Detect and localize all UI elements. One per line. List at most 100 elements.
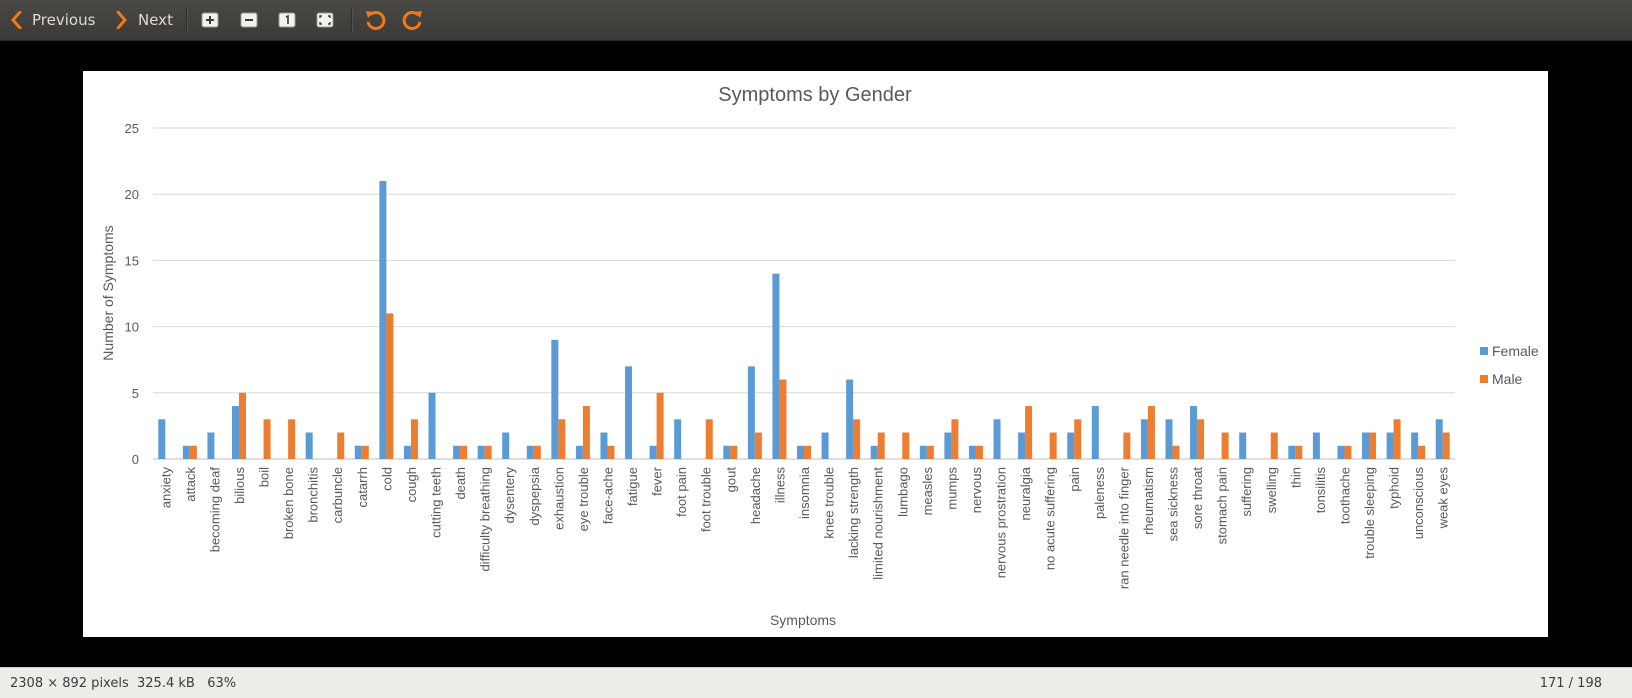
toolbar: Previous Next — [0, 0, 1632, 41]
x-tick-label: dysentery — [502, 467, 517, 524]
bar-female — [968, 445, 976, 459]
previous-button[interactable]: Previous — [10, 0, 95, 40]
x-tick-label: pain — [1067, 467, 1082, 492]
actual-size-button[interactable] — [278, 0, 296, 40]
x-tick-label: foot trouble — [699, 467, 714, 532]
bar-female — [403, 445, 411, 459]
bar-female — [305, 432, 313, 459]
zoom-out-icon — [240, 12, 258, 28]
x-tick-label: rheumatism — [1141, 467, 1156, 535]
x-tick-label: sea sickness — [1165, 467, 1180, 542]
bar-female — [993, 419, 1001, 459]
x-tick-label: bronchitis — [306, 467, 321, 523]
rotate-right-button[interactable] — [402, 0, 424, 40]
zoom-level: 63% — [207, 676, 237, 691]
bar-female — [747, 366, 755, 459]
bar-female — [674, 419, 682, 459]
bar-male — [1442, 432, 1450, 459]
x-tick-label: exhaustion — [551, 467, 566, 530]
bar-male — [779, 379, 787, 459]
x-tick-label: difficulty breathing — [478, 467, 493, 572]
x-tick-label: headache — [748, 467, 763, 524]
bar-female — [1386, 432, 1394, 459]
bar-female — [1190, 406, 1198, 459]
bar-male — [337, 432, 345, 459]
x-tick-label: fever — [650, 466, 665, 496]
bar-male — [484, 445, 492, 459]
status-info: 2308 × 892 pixels 325.4 kB 63% — [10, 676, 236, 691]
bar-female — [1288, 445, 1296, 459]
rotate-left-button[interactable] — [364, 0, 386, 40]
zoom-out-button[interactable] — [240, 0, 258, 40]
x-tick-label: broken bone — [281, 467, 296, 539]
next-button[interactable]: Next — [116, 0, 173, 40]
x-tick-label: carbuncle — [330, 467, 345, 523]
bar-female — [477, 445, 485, 459]
y-tick-label: 25 — [125, 121, 139, 136]
rotate-right-icon — [402, 9, 424, 31]
bar-female — [1239, 432, 1247, 459]
bar-male — [189, 445, 197, 459]
x-tick-label: mumps — [944, 467, 959, 510]
bar-male — [1344, 445, 1352, 459]
bar-male — [288, 419, 296, 459]
x-axis-label: Symptoms — [770, 612, 836, 628]
x-tick-label: boil — [257, 467, 272, 487]
x-tick-label: paleness — [1092, 467, 1107, 520]
x-tick-label: typhoid — [1387, 467, 1402, 509]
bar-female — [207, 432, 215, 459]
bar-chart: Symptoms by Gender 0 5 10 15 20 25 Number of Sy… — [100, 84, 1539, 628]
chevron-left-icon — [10, 11, 22, 29]
x-tick-label: face-ache — [600, 467, 615, 524]
bar-male — [238, 392, 246, 459]
bar-female — [600, 432, 608, 459]
bar-male — [1025, 406, 1033, 459]
x-tick-label: cold — [379, 467, 394, 491]
bar-male — [386, 313, 394, 459]
bar-male — [1123, 432, 1131, 459]
x-tick-label: anxiety — [158, 467, 173, 509]
bar-male — [263, 419, 271, 459]
bar-female — [1312, 432, 1320, 459]
x-tick-label: sore throat — [1190, 467, 1205, 530]
bar-female — [944, 432, 952, 459]
bar-male — [361, 445, 369, 459]
x-tick-label: death — [453, 467, 468, 500]
zoom-in-button[interactable] — [201, 0, 219, 40]
x-tick-label: lumbago — [895, 467, 910, 517]
x-tick-label: ran needle into finger — [1116, 466, 1131, 589]
x-tick-label: neuralgia — [1018, 466, 1033, 520]
bar-female — [1435, 419, 1443, 459]
best-fit-icon — [316, 12, 334, 28]
file-size: 325.4 kB — [137, 676, 195, 691]
x-tick-label: bilious — [232, 467, 247, 504]
bar-male — [1147, 406, 1155, 459]
x-tick-label: unconscious — [1411, 467, 1426, 540]
y-tick-label: 15 — [125, 253, 139, 268]
bar-male — [1270, 432, 1278, 459]
y-tick-label: 20 — [125, 187, 139, 202]
bar-male — [853, 419, 861, 459]
bar-female — [1067, 432, 1075, 459]
bar-male — [705, 419, 713, 459]
x-tick-label: measles — [920, 467, 935, 516]
bar-male — [533, 445, 541, 459]
x-tick-label: attack — [183, 467, 198, 502]
bar-female — [502, 432, 510, 459]
bar-female — [1018, 432, 1026, 459]
bar-male — [902, 432, 910, 459]
y-tick-label: 10 — [125, 320, 139, 335]
toolbar-separator — [351, 8, 353, 32]
bar-female — [1362, 432, 1370, 459]
bar-male — [460, 445, 468, 459]
bar-male — [1172, 445, 1180, 459]
bar-female — [1140, 419, 1148, 459]
x-tick-label: dyspepsia — [527, 466, 542, 525]
y-axis-label: Number of Symptoms — [100, 225, 116, 360]
best-fit-button[interactable] — [316, 0, 334, 40]
image-position: 171 / 198 — [1539, 676, 1602, 691]
bar-male — [730, 445, 738, 459]
x-tick-label: fatigue — [625, 467, 640, 506]
bar-male — [1197, 419, 1205, 459]
bar-male — [607, 445, 615, 459]
